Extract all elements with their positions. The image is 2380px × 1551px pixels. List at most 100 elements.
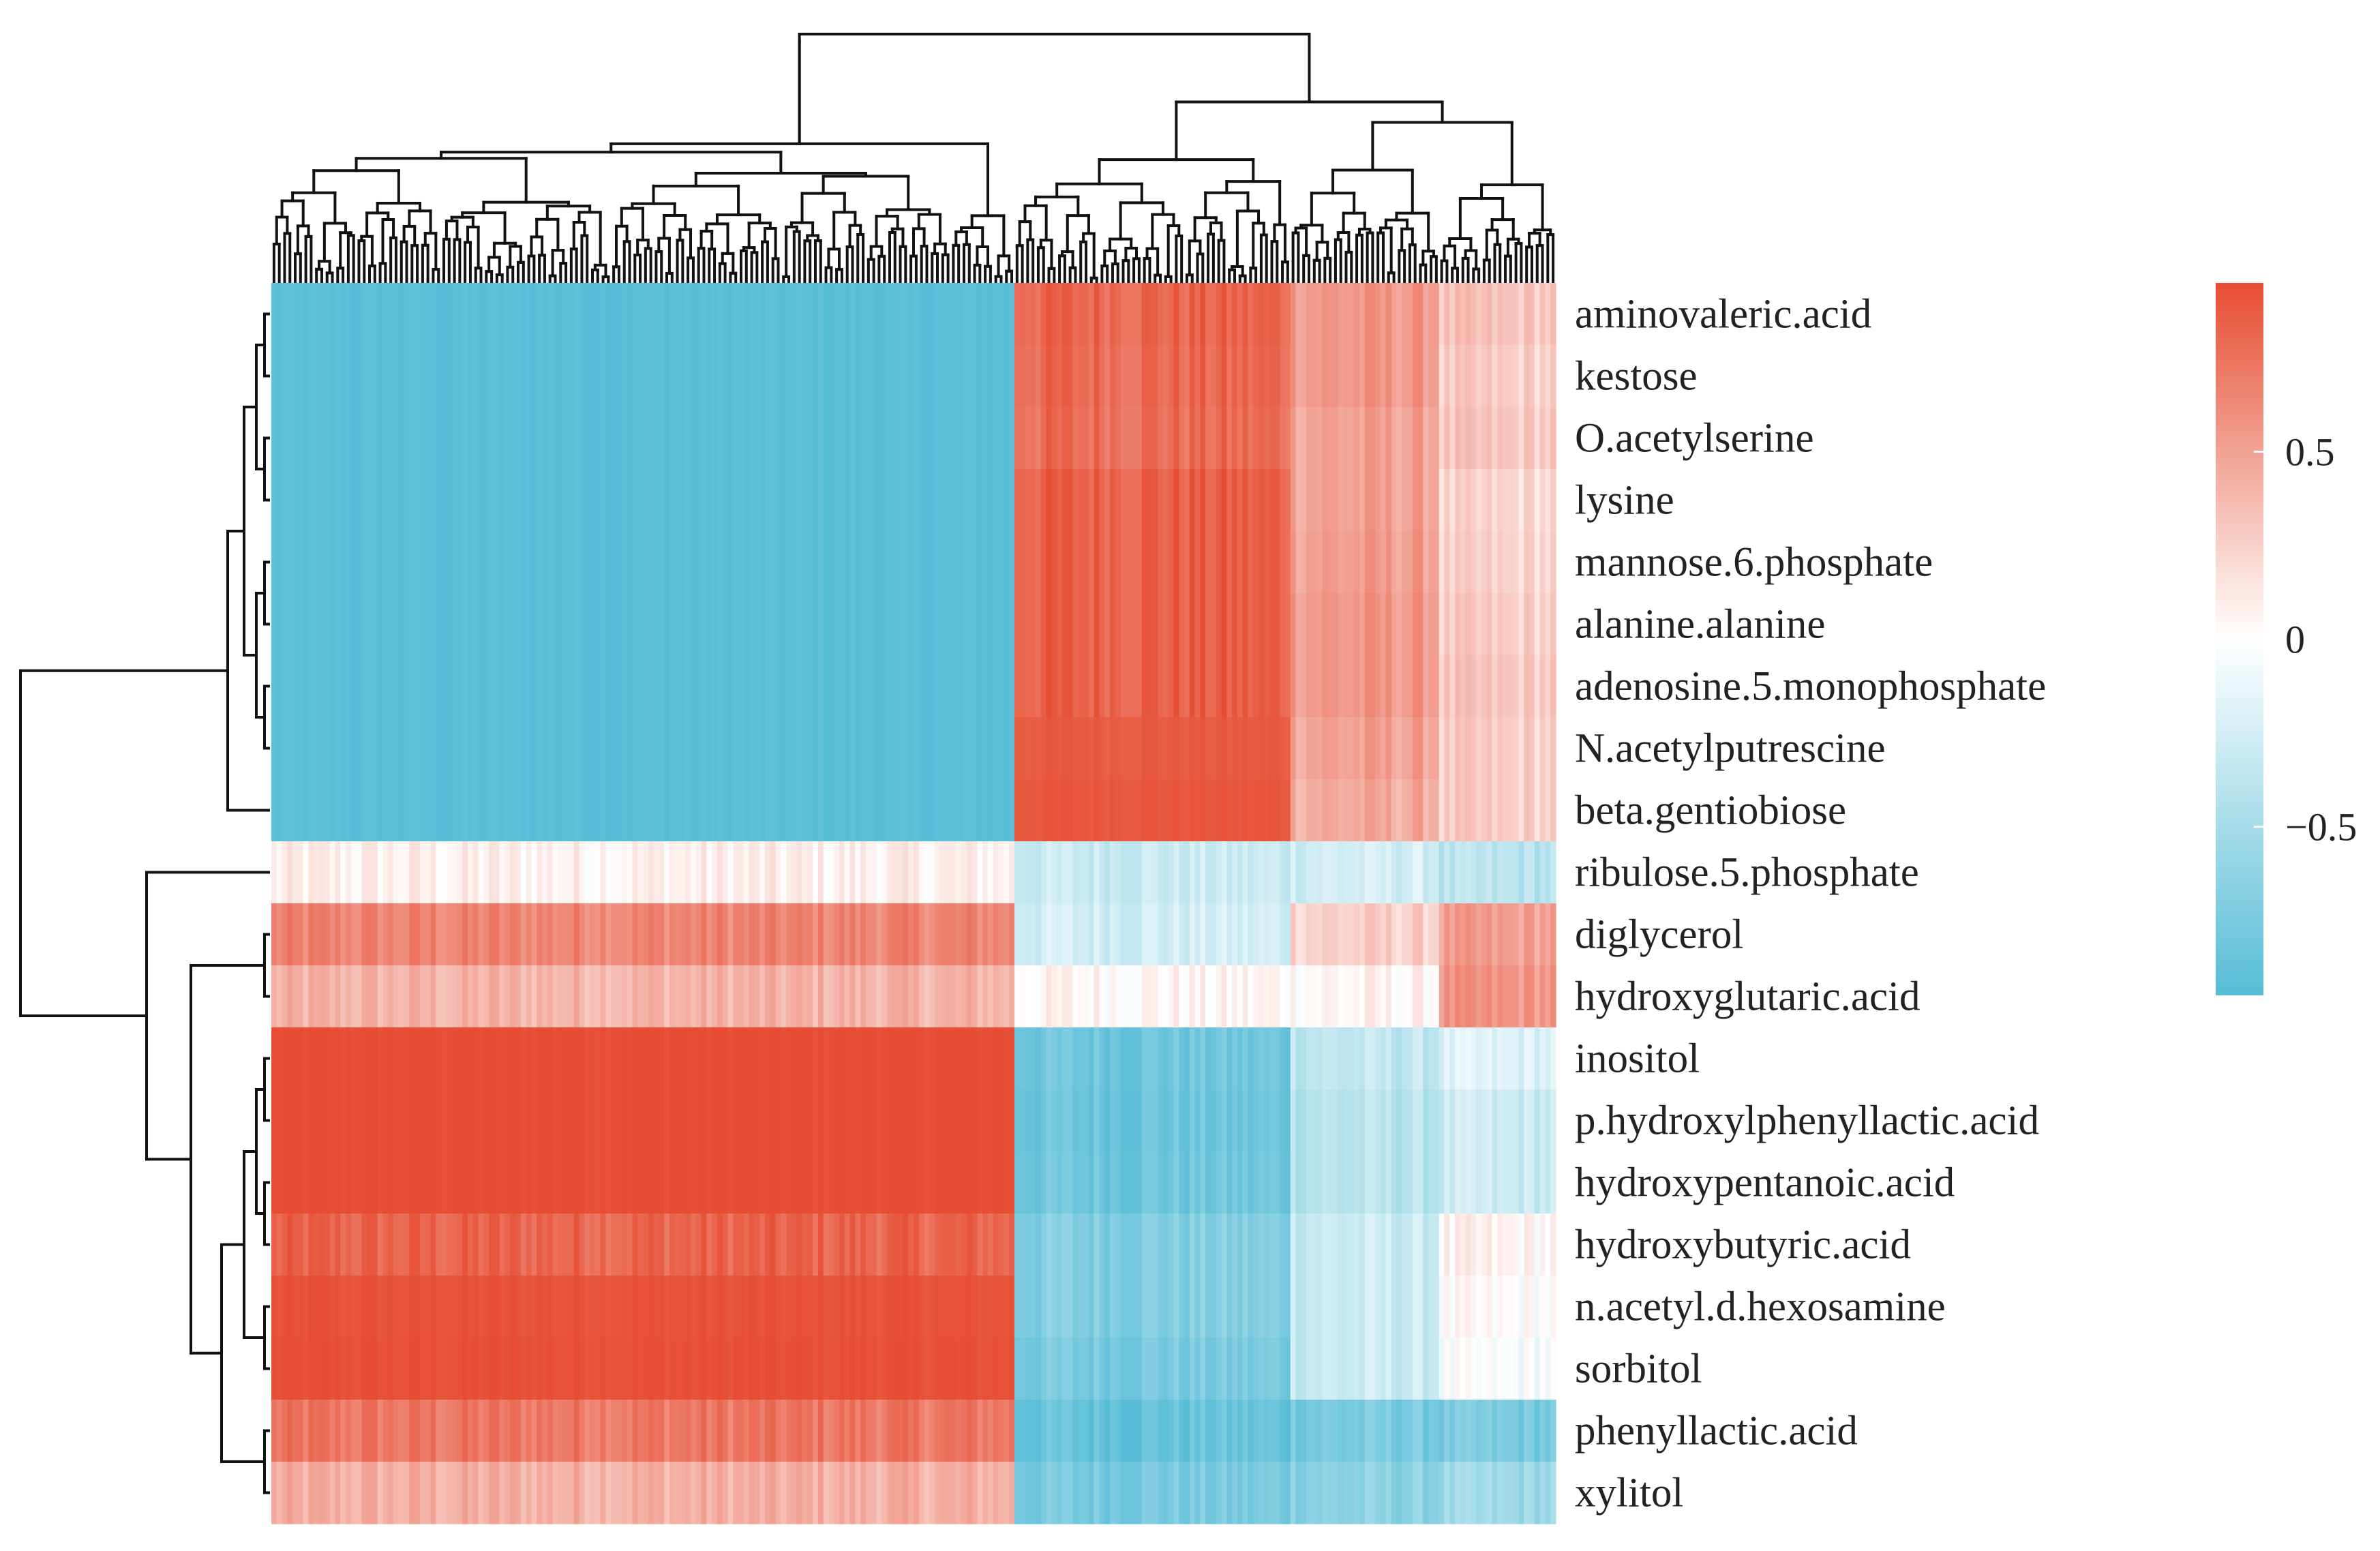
heatmap-cell (632, 903, 638, 966)
heatmap-cell (781, 345, 787, 408)
heatmap-cell (1221, 1027, 1227, 1090)
heatmap-cell (1550, 779, 1556, 842)
heatmap-cell (781, 469, 787, 532)
heatmap-cell (914, 841, 920, 904)
heatmap-cell (1009, 841, 1015, 904)
heatmap-cell (791, 283, 798, 346)
heatmap-cell (653, 903, 659, 966)
heatmap-cell (897, 469, 904, 532)
heatmap-cell (1391, 407, 1398, 470)
heatmap-cell (1375, 593, 1381, 656)
heatmap-cell (1507, 345, 1514, 408)
heatmap-cell (499, 283, 506, 346)
heatmap-cell (855, 283, 861, 346)
heatmap-cell (319, 903, 325, 966)
heatmap-cell (1019, 1027, 1026, 1090)
heatmap-cell (1370, 407, 1376, 470)
heatmap-cell (1136, 779, 1143, 842)
heatmap-cell (876, 841, 882, 904)
heatmap-cell (781, 717, 787, 780)
heatmap-cell (361, 1214, 367, 1276)
heatmap-cell (1354, 469, 1360, 532)
heatmap-cell (1295, 841, 1301, 904)
heatmap-cell (504, 531, 511, 594)
heatmap-cell (526, 1214, 532, 1276)
heatmap-cell (415, 903, 421, 966)
heatmap-cell (993, 717, 999, 780)
heatmap-cell (382, 283, 389, 346)
heatmap-cell (727, 655, 734, 718)
heatmap-cell (297, 1214, 304, 1276)
heatmap-cell (691, 717, 697, 780)
heatmap-cell (1030, 407, 1036, 470)
heatmap-cell (1343, 655, 1349, 718)
heatmap-cell (441, 903, 447, 966)
heatmap-cell (695, 717, 702, 780)
heatmap-cell (1194, 531, 1201, 594)
heatmap-cell (441, 1276, 447, 1338)
heatmap-cell (1078, 1214, 1084, 1276)
heatmap-cell (1518, 531, 1524, 594)
heatmap-cell (494, 655, 500, 718)
heatmap-cell (382, 1089, 389, 1152)
heatmap-cell (1492, 1089, 1498, 1152)
heatmap-cell (520, 903, 527, 966)
heatmap-cell (961, 593, 967, 656)
heatmap-cell (282, 283, 288, 346)
heatmap-cell (1210, 717, 1217, 780)
heatmap-cell (717, 965, 723, 1028)
heatmap-cell (350, 1338, 357, 1400)
heatmap-cell (1391, 1027, 1398, 1090)
heatmap-cell (372, 283, 378, 346)
heatmap-cell (982, 965, 989, 1028)
heatmap-cell (499, 717, 506, 780)
heatmap-cell (939, 345, 946, 408)
heatmap-cell (834, 903, 840, 966)
heatmap-cell (584, 1276, 590, 1338)
heatmap-cell (1375, 1027, 1381, 1090)
heatmap-cell (1290, 531, 1297, 594)
heatmap-cell (765, 1338, 771, 1400)
heatmap-cell (1316, 841, 1323, 904)
heatmap-cell (796, 1214, 803, 1276)
heatmap-cell (1141, 1276, 1148, 1338)
heatmap-cell (388, 345, 394, 408)
heatmap-cell (457, 1027, 463, 1090)
heatmap-cell (759, 407, 766, 470)
heatmap-cell (1088, 1276, 1095, 1338)
heatmap-cell (1481, 407, 1488, 470)
heatmap-cell (685, 1089, 691, 1152)
heatmap-cell (977, 841, 983, 904)
heatmap-cell (1306, 469, 1312, 532)
heatmap-cell (526, 1151, 532, 1214)
heatmap-cell (1412, 1089, 1419, 1152)
heatmap-cell (823, 1214, 830, 1276)
heatmap-cell (1539, 841, 1546, 904)
heatmap-cell (1205, 841, 1211, 904)
heatmap-cell (1040, 1027, 1047, 1090)
heatmap-cell (510, 1276, 516, 1338)
heatmap-cell (691, 1276, 697, 1338)
heatmap-cell (977, 717, 983, 780)
heatmap-cell (1417, 1214, 1424, 1276)
heatmap-cell (1471, 1214, 1477, 1276)
heatmap-cell (823, 283, 830, 346)
heatmap-cell (1104, 779, 1111, 842)
heatmap-cell (770, 407, 777, 470)
heatmap-cell (876, 1027, 882, 1090)
heatmap-cell (1189, 903, 1196, 966)
heatmap-cell (287, 1214, 293, 1276)
heatmap-cell (446, 531, 453, 594)
heatmap-cell (594, 407, 601, 470)
heatmap-cell (1364, 1151, 1371, 1214)
heatmap-cell (1184, 717, 1190, 780)
heatmap-cell (462, 407, 468, 470)
heatmap-cell (727, 1214, 734, 1276)
heatmap-cell (945, 965, 952, 1028)
heatmap-cell (1274, 779, 1280, 842)
heatmap-cell (796, 965, 803, 1028)
heatmap-cell (1507, 1151, 1514, 1214)
heatmap-cell (1248, 779, 1254, 842)
heatmap-cell (1455, 593, 1461, 656)
heatmap-cell (966, 531, 973, 594)
